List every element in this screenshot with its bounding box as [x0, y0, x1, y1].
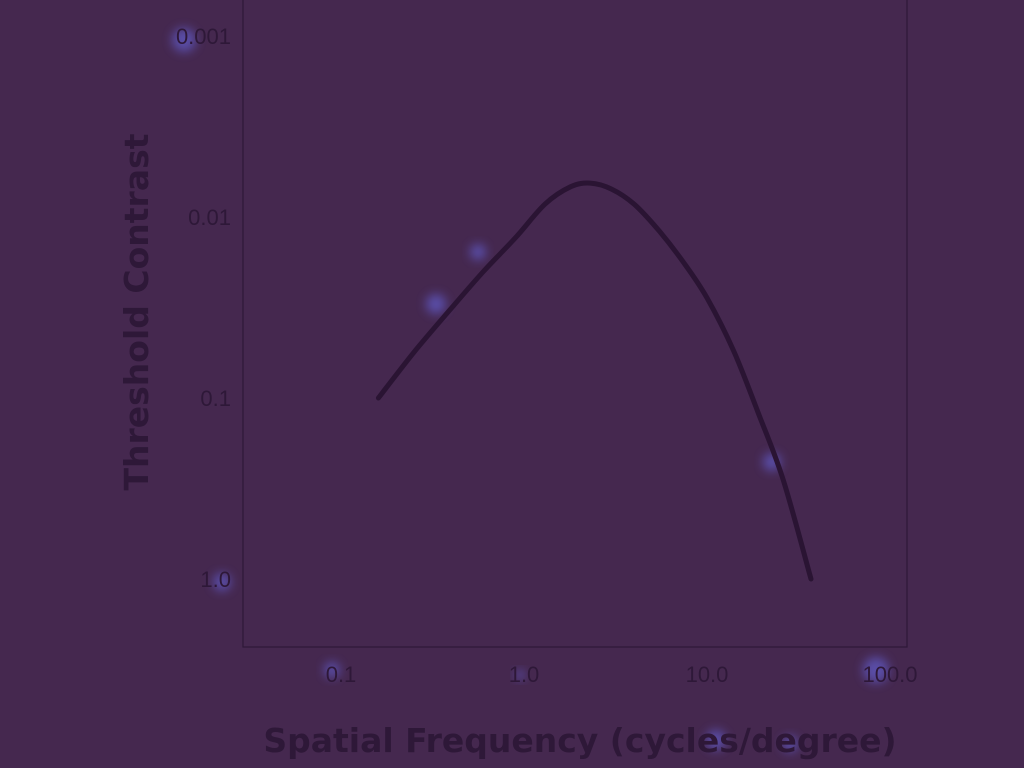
highlight-glows — [172, 28, 889, 752]
glow-highlight — [324, 662, 340, 678]
series-line-contrast-sensitivity — [375, 180, 814, 582]
tick-labels: 0.1 1.0 10.0 100.0 0.001 0.01 0.1 1.0 — [176, 24, 918, 687]
glow-highlight — [470, 244, 486, 260]
glow-highlight — [172, 28, 196, 52]
y-tick-label: 0.01 — [188, 205, 231, 230]
y-tick-label: 0.001 — [176, 24, 231, 49]
glow-highlight — [426, 294, 446, 314]
x-tick-label: 10.0 — [686, 662, 729, 687]
x-axis-title: Spatial Frequency (cycles/degree) — [263, 721, 896, 760]
y-tick-label: 0.1 — [200, 386, 231, 411]
x-tick-label: 0.1 — [326, 662, 357, 687]
glow-highlight — [213, 573, 231, 591]
glow-highlight — [863, 657, 889, 683]
x-tick-label: 1.0 — [509, 662, 540, 687]
y-axis-title: Threshold Contrast — [117, 133, 156, 490]
glow-highlight — [515, 670, 525, 680]
y-tick-label: 1.0 — [200, 567, 231, 592]
glow-highlight — [782, 736, 798, 752]
x-tick-label: 100.0 — [862, 662, 917, 687]
plot-frame — [242, 0, 908, 648]
glow-highlight — [706, 730, 726, 750]
